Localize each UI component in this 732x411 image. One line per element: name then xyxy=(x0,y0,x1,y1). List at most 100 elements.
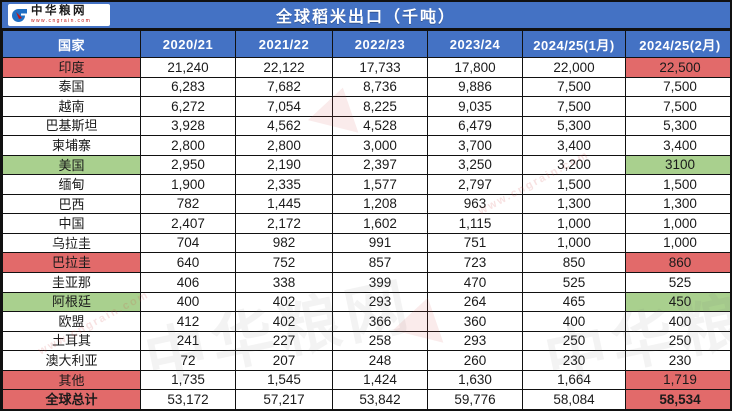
value-cell: 4,562 xyxy=(235,115,333,137)
value-cell: 6,272 xyxy=(140,96,236,117)
value-cell: 5,300 xyxy=(522,115,626,137)
value-cell: 406 xyxy=(140,272,236,293)
header-row: 国家 2020/21 2021/22 2022/23 2023/24 2024/25(1月… xyxy=(2,30,730,58)
value-cell: 782 xyxy=(140,193,236,215)
country-label: 柬埔寨 xyxy=(2,135,141,156)
table-row: 柬埔寨 2,800 2,800 3,000 3,700 3,400 3,400 xyxy=(2,135,730,156)
value-cell: 450 xyxy=(625,291,730,313)
value-cell: 1,500 xyxy=(522,174,626,195)
value-cell: 402 xyxy=(235,291,333,313)
value-cell: 3,000 xyxy=(332,135,428,156)
value-cell: 525 xyxy=(625,272,730,293)
value-cell: 1,602 xyxy=(332,213,428,234)
value-cell: 2,800 xyxy=(235,135,333,156)
value-cell: 1,719 xyxy=(625,369,730,391)
value-cell: 8,736 xyxy=(332,76,428,98)
value-cell: 58,534 xyxy=(625,389,730,409)
country-column-header: 国家 xyxy=(2,30,141,58)
table-row: 圭亚那 406 338 399 470 525 525 xyxy=(2,272,730,293)
value-cell: 8,225 xyxy=(332,96,428,117)
value-cell: 2,335 xyxy=(235,174,333,195)
value-cell: 227 xyxy=(235,330,333,352)
value-cell: 9,886 xyxy=(427,76,523,98)
value-cell: 399 xyxy=(332,272,428,293)
value-cell: 258 xyxy=(332,330,428,352)
value-cell: 2,797 xyxy=(427,174,523,195)
title-bar: 中华粮网 www.cngrain.com 全球稻米出口（千吨） xyxy=(2,2,730,30)
value-cell: 1,000 xyxy=(522,232,626,254)
country-label: 巴拉圭 xyxy=(2,252,141,274)
table-row: 澳大利亚 72 207 248 260 230 230 xyxy=(2,350,730,371)
country-label: 澳大利亚 xyxy=(2,350,141,371)
country-label: 缅甸 xyxy=(2,174,141,195)
value-cell: 7,682 xyxy=(235,76,333,98)
value-cell: 248 xyxy=(332,350,428,371)
logo-name: 中华粮网 xyxy=(31,5,87,18)
value-cell: 1,445 xyxy=(235,193,333,215)
value-cell: 4,528 xyxy=(332,115,428,137)
value-cell: 1,115 xyxy=(427,213,523,234)
value-cell: 982 xyxy=(235,232,333,254)
country-label: 圭亚那 xyxy=(2,272,141,293)
value-cell: 7,054 xyxy=(235,96,333,117)
country-label: 欧盟 xyxy=(2,311,141,332)
year-column-header: 2024/25(1月) xyxy=(522,30,626,58)
value-cell: 1,577 xyxy=(332,174,428,195)
country-label: 巴基斯坦 xyxy=(2,115,141,137)
value-cell: 1,630 xyxy=(427,369,523,391)
country-label: 乌拉圭 xyxy=(2,232,141,254)
value-cell: 3,928 xyxy=(140,115,236,137)
country-label: 越南 xyxy=(2,96,141,117)
value-cell: 7,500 xyxy=(522,96,626,117)
country-label: 阿根廷 xyxy=(2,291,141,313)
value-cell: 2,407 xyxy=(140,213,236,234)
value-cell: 6,479 xyxy=(427,115,523,137)
value-cell: 7,500 xyxy=(625,96,730,117)
value-cell: 752 xyxy=(235,252,333,274)
value-cell: 3100 xyxy=(625,154,730,176)
value-cell: 2,950 xyxy=(140,154,236,176)
table-row: 欧盟 412 402 366 360 400 400 xyxy=(2,311,730,332)
value-cell: 293 xyxy=(427,330,523,352)
value-cell: 5,300 xyxy=(625,115,730,137)
value-cell: 338 xyxy=(235,272,333,293)
value-cell: 230 xyxy=(522,350,626,371)
value-cell: 293 xyxy=(332,291,428,313)
value-cell: 525 xyxy=(522,272,626,293)
table-row: 巴基斯坦 3,928 4,562 4,528 6,479 5,300 5,300 xyxy=(2,115,730,137)
value-cell: 2,172 xyxy=(235,213,333,234)
table-row: 阿根廷 400 402 293 264 465 450 xyxy=(2,291,730,313)
value-cell: 230 xyxy=(625,350,730,371)
value-cell: 640 xyxy=(140,252,236,274)
logo-url: www.cngrain.com xyxy=(31,17,92,24)
value-cell: 1,000 xyxy=(625,232,730,254)
value-cell: 2,397 xyxy=(332,154,428,176)
value-cell: 57,217 xyxy=(235,389,333,409)
value-cell: 850 xyxy=(522,252,626,274)
value-cell: 400 xyxy=(625,311,730,332)
country-label: 泰国 xyxy=(2,76,141,98)
value-cell: 1,424 xyxy=(332,369,428,391)
table-row: 中国 2,407 2,172 1,602 1,115 1,000 1,000 xyxy=(2,213,730,234)
value-cell: 9,035 xyxy=(427,96,523,117)
value-cell: 22,500 xyxy=(625,57,730,78)
value-cell: 260 xyxy=(427,350,523,371)
value-cell: 1,500 xyxy=(625,174,730,195)
table-row: 越南 6,272 7,054 8,225 9,035 7,500 7,500 xyxy=(2,96,730,117)
value-cell: 3,700 xyxy=(427,135,523,156)
table-row: 泰国 6,283 7,682 8,736 9,886 7,500 7,500 xyxy=(2,76,730,98)
value-cell: 3,250 xyxy=(427,154,523,176)
table-row: 巴拉圭 640 752 857 723 850 860 xyxy=(2,252,730,274)
value-cell: 704 xyxy=(140,232,236,254)
country-label: 美国 xyxy=(2,154,141,176)
value-cell: 1,664 xyxy=(522,369,626,391)
country-label: 中国 xyxy=(2,213,141,234)
page-title: 全球稻米出口（千吨） xyxy=(275,9,456,26)
value-cell: 400 xyxy=(140,291,236,313)
value-cell: 963 xyxy=(427,193,523,215)
country-label: 巴西 xyxy=(2,193,141,215)
table-row: 美国 2,950 2,190 2,397 3,250 3,200 3100 xyxy=(2,154,730,176)
country-label: 其他 xyxy=(2,369,141,391)
year-column-header: 2021/22 xyxy=(235,30,333,58)
